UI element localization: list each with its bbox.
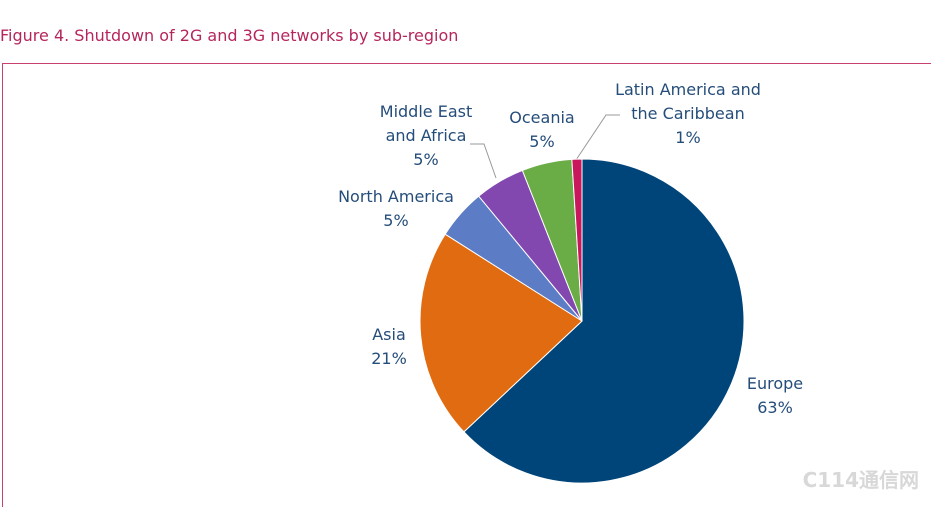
chart-title: Figure 4. Shutdown of 2G and 3G networks… [0, 26, 459, 45]
slice-value-label: 5% [529, 132, 555, 151]
slice-label: Europe [746, 374, 804, 393]
slice-label: Oceania [509, 108, 575, 127]
leader-line [575, 114, 620, 161]
slice-value-label: 5% [383, 211, 409, 230]
slice-label: Latin America and the Caribbean [615, 80, 761, 123]
slice-label: North America [338, 187, 454, 206]
slice-label: Asia [372, 325, 406, 344]
slice-value-label: 63% [757, 398, 793, 417]
slice-value-label: 5% [413, 150, 439, 169]
pie-slice [419, 233, 583, 433]
leader-line [470, 143, 497, 179]
frame [2, 63, 931, 507]
pie-slice [463, 158, 745, 484]
slice-value-label: 21% [371, 349, 407, 368]
watermark: C114通信网 [802, 468, 919, 492]
slice-value-label: 1% [675, 128, 701, 147]
pie-slice [571, 158, 583, 322]
slice-label: Middle East and Africa [379, 102, 473, 145]
